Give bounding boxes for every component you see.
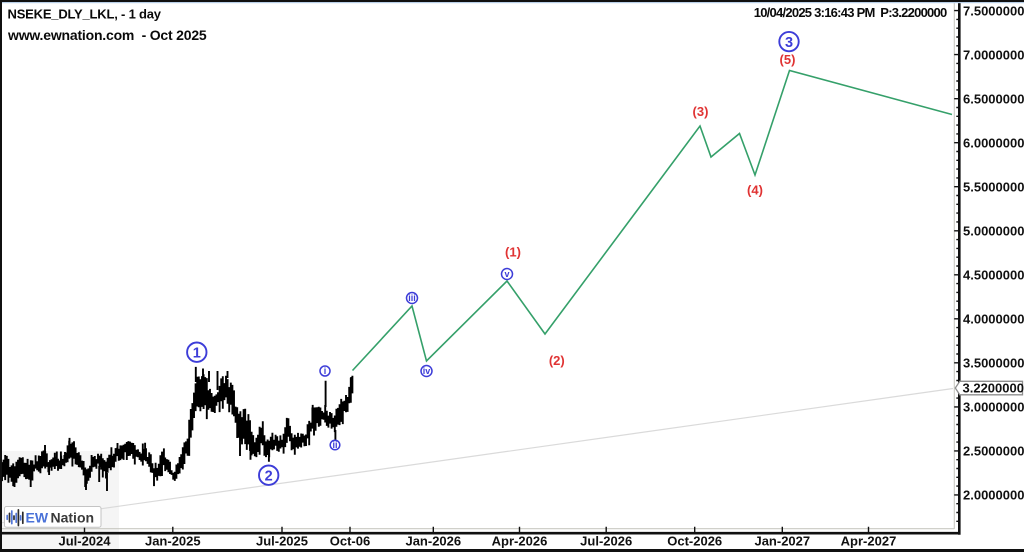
- svg-text:Apr-2027: Apr-2027: [841, 534, 897, 549]
- svg-text:(3): (3): [693, 104, 709, 119]
- svg-text:Oct-2026: Oct-2026: [667, 534, 722, 549]
- svg-text:NSEKE_DLY_LKL, - 1 day: NSEKE_DLY_LKL, - 1 day: [8, 7, 162, 22]
- svg-text:Jan-2025: Jan-2025: [145, 534, 201, 549]
- svg-text:1: 1: [193, 345, 201, 361]
- svg-text:Jul-2025: Jul-2025: [256, 534, 308, 549]
- svg-text:Jan-2027: Jan-2027: [754, 534, 810, 549]
- svg-text:Oct-06: Oct-06: [330, 534, 370, 549]
- svg-text:iii: iii: [408, 293, 416, 303]
- svg-text:v: v: [504, 269, 509, 279]
- svg-text:iv: iv: [423, 366, 431, 376]
- svg-text:6.0000000: 6.0000000: [963, 135, 1024, 150]
- svg-text:i: i: [324, 366, 327, 376]
- svg-text:4.5000000: 4.5000000: [963, 268, 1024, 283]
- svg-text:2.0000000: 2.0000000: [963, 488, 1024, 503]
- svg-text:10/04/2025 3:16:43 PM P:3.220: 10/04/2025 3:16:43 PM P:3.2200000: [754, 5, 947, 20]
- svg-text:3.5000000: 3.5000000: [963, 356, 1024, 371]
- svg-text:Jul-2026: Jul-2026: [580, 534, 632, 549]
- svg-text:7.5000000: 7.5000000: [963, 3, 1024, 18]
- svg-text:(1): (1): [505, 244, 521, 259]
- svg-text:ii: ii: [332, 440, 337, 450]
- svg-text:Apr-2026: Apr-2026: [492, 534, 548, 549]
- svg-text:(2): (2): [549, 353, 565, 368]
- svg-text:Nation: Nation: [51, 509, 95, 525]
- svg-text:5.0000000: 5.0000000: [963, 223, 1024, 238]
- svg-text:www.ewnation.com - Oct 2025: www.ewnation.com - Oct 2025: [7, 27, 207, 43]
- svg-text:7.0000000: 7.0000000: [963, 47, 1024, 62]
- svg-text:2: 2: [265, 468, 273, 484]
- svg-text:(4): (4): [747, 183, 763, 198]
- svg-text:EW: EW: [26, 509, 49, 525]
- svg-text:3.0000000: 3.0000000: [963, 400, 1024, 415]
- svg-text:3: 3: [785, 35, 793, 51]
- svg-text:4.0000000: 4.0000000: [963, 312, 1024, 327]
- svg-text:3.2200000: 3.2200000: [963, 381, 1024, 396]
- svg-text:6.5000000: 6.5000000: [963, 91, 1024, 106]
- svg-text:Jan-2026: Jan-2026: [405, 534, 461, 549]
- svg-text:Jul-2024: Jul-2024: [58, 534, 111, 549]
- svg-text:(5): (5): [780, 52, 796, 67]
- svg-text:5.5000000: 5.5000000: [963, 179, 1024, 194]
- svg-text:2.5000000: 2.5000000: [963, 444, 1024, 459]
